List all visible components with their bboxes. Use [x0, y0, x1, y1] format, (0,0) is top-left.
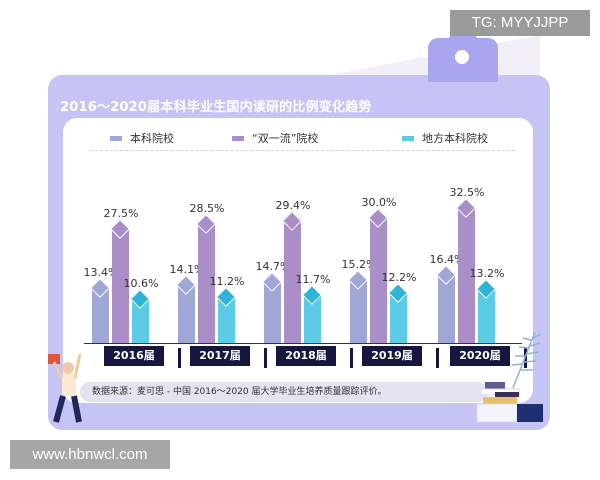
value-label: 15.2%	[341, 258, 377, 272]
axis-baseline	[256, 343, 348, 344]
category-label: 2017届	[190, 346, 250, 366]
watermark-top: TG: MYYJJPP	[450, 10, 590, 36]
books-illustration-icon	[476, 382, 543, 423]
value-label: 13.2%	[469, 266, 505, 280]
value-label: 12.2%	[381, 270, 417, 284]
category-label: 2019届	[362, 346, 422, 366]
legend-swatch-icon	[232, 135, 244, 141]
value-label: 11.7%	[295, 272, 331, 286]
bar	[370, 217, 387, 343]
tassel-icon	[436, 348, 439, 368]
fern-decoration-icon	[511, 331, 542, 389]
bar-group: 14.7% 29.4% 11.7% 2018届	[256, 160, 353, 370]
value-label: 14.1%	[169, 262, 205, 276]
bar-group: 14.1% 28.5% 11.2% 2017届	[170, 160, 267, 370]
tassel-icon	[178, 348, 181, 368]
bar	[264, 281, 281, 343]
category-label: 2018届	[276, 346, 336, 366]
value-label: 16.4%	[429, 253, 465, 267]
legend-item-series3: 地方本科院校	[402, 130, 488, 146]
student-illustration-icon	[48, 353, 82, 423]
legend-item-series2: “双一流”院校	[232, 130, 318, 146]
axis-baseline	[170, 343, 262, 344]
bar	[350, 279, 367, 343]
value-label: 11.2%	[209, 274, 245, 288]
category-label: 2016届	[104, 346, 164, 366]
bar-group: 15.2% 30.0% 12.2% 2019届	[342, 160, 439, 370]
bar	[458, 206, 475, 343]
value-label: 27.5%	[103, 206, 139, 220]
axis-baseline	[430, 343, 522, 344]
bar	[92, 286, 109, 343]
legend-label: 地方本科院校	[422, 132, 488, 145]
value-label: 13.4%	[83, 265, 119, 279]
watermark-bottom: www.hbnwcl.com	[10, 440, 170, 469]
bar	[438, 274, 455, 343]
axis-baseline	[84, 343, 176, 344]
legend-item-series1: 本科院校	[110, 130, 174, 146]
chart-title: 2016～2020届本科毕业生国内读研的比例变化趋势	[60, 100, 372, 115]
bar	[112, 227, 129, 343]
legend: 本科院校 “双一流”院校 地方本科院校	[110, 130, 530, 150]
bar	[198, 223, 215, 343]
category-label: 2020届	[450, 346, 510, 366]
bar	[478, 287, 495, 343]
bar-group: 13.4% 27.5% 10.6% 2016届	[84, 160, 181, 370]
value-label: 10.6%	[123, 277, 159, 291]
bar	[218, 295, 235, 343]
legend-swatch-icon	[110, 135, 122, 141]
legend-label: “双一流”院校	[252, 132, 319, 145]
value-label: 29.4%	[275, 198, 311, 212]
data-source-note: 数据来源：麦可思 - 中国 2016～2020 届大学毕业生培养质量跟踪评价。	[80, 382, 488, 402]
tassel-icon	[264, 348, 267, 368]
legend-swatch-icon	[402, 135, 414, 141]
value-label: 28.5%	[189, 202, 225, 216]
legend-divider	[90, 150, 515, 151]
bar	[178, 283, 195, 343]
bar	[132, 298, 149, 343]
hanger-hole-icon	[455, 50, 469, 64]
value-label: 32.5%	[449, 185, 485, 199]
legend-label: 本科院校	[130, 132, 174, 145]
value-label: 14.7%	[255, 260, 291, 274]
value-label: 30.0%	[361, 196, 397, 209]
bar	[390, 291, 407, 343]
axis-baseline	[342, 343, 434, 344]
tassel-icon	[350, 348, 353, 368]
bar	[284, 219, 301, 343]
bar	[304, 293, 321, 343]
